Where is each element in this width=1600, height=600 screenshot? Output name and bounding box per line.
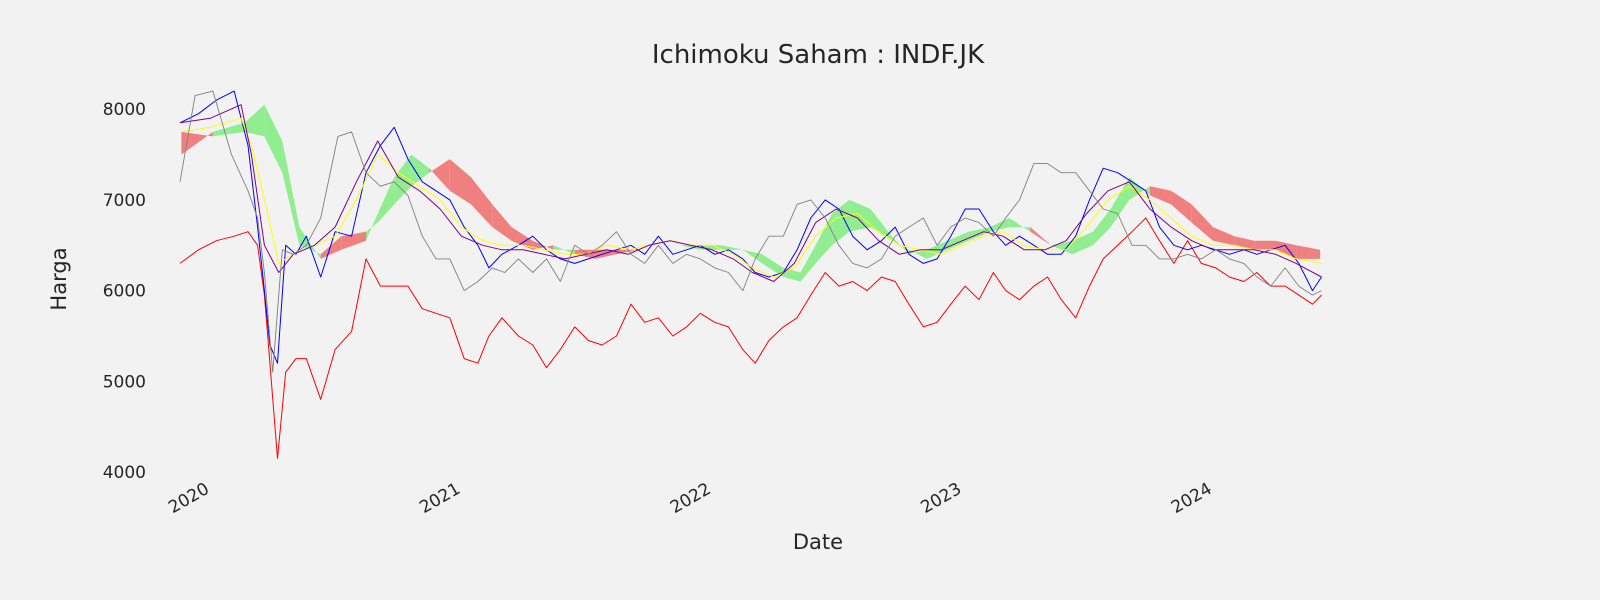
cloud-segment [1149,186,1172,205]
cloud-segment [1092,209,1111,246]
y-tick-label: 8000 [103,100,146,120]
cloud-segment [800,245,816,282]
cloud-segment [989,218,1010,232]
x-tick-label: 2020 [165,479,212,518]
x-axis-ticks: 2020 2021 2022 2023 2024 [165,479,1215,518]
x-tick-label: 2024 [1168,479,1215,518]
series-line-2 [179,90,1322,364]
cloud-segment [449,159,471,205]
cloud-segment [320,236,342,259]
cloud-segment [742,249,763,264]
cloud-segment [832,199,850,246]
series-line-1 [179,217,1322,459]
cloud-segment [616,249,638,255]
x-tick-label: 2023 [918,479,965,518]
cloud-segment [532,240,554,250]
cloud-segment [429,159,450,191]
series-line-3 [179,117,1322,278]
cloud-segment [181,131,213,155]
cloud-segment [595,249,617,259]
y-tick-label: 6000 [103,282,146,302]
ichimoku-cloud [181,104,1321,282]
y-axis-ticks: 4000 5000 6000 7000 8000 [103,100,146,483]
cloud-segment [815,213,833,264]
cloud-segment [553,245,575,255]
cloud-segment [264,104,283,173]
y-tick-label: 5000 [103,372,146,392]
cloud-segment [1030,227,1051,246]
cloud-segment [783,267,801,282]
cloud-segment [1191,204,1213,241]
series-line-5 [179,90,1322,373]
series-lines [179,90,1322,459]
series-line-4 [179,104,1322,282]
cloud-segment [1009,218,1031,232]
cloud-segment [411,154,430,187]
cloud-segment [212,122,245,137]
cloud-segment [299,227,321,259]
cloud-segment [1275,240,1297,259]
cloud-segment [870,209,892,241]
y-tick-label: 4000 [103,463,146,483]
x-tick-label: 2022 [667,479,714,518]
x-axis-label: Date [793,530,843,554]
cloud-segment [377,177,395,223]
cloud-segment [282,141,300,246]
cloud-segment [492,204,512,241]
cloud-segment [341,231,366,250]
cloud-segment [1051,240,1073,255]
y-axis-label: Harga [47,247,71,310]
cloud-segment [1296,245,1321,259]
cloud-segment [1254,240,1276,250]
cloud-segment [721,245,743,250]
cloud-segment [1171,190,1192,223]
cloud-segment [762,254,784,277]
cloud-segment [366,213,378,241]
plot-area [179,90,1322,459]
cloud-segment [1072,231,1093,255]
cloud-segment [244,104,265,137]
cloud-segment [908,249,927,259]
y-tick-label: 7000 [103,191,146,211]
cloud-segment [511,227,533,250]
cloud-segment [471,177,493,228]
chart-title: Ichimoku Saham : INDF.JK [652,40,985,70]
cloud-segment [1213,227,1235,246]
x-tick-label: 2021 [416,479,463,518]
